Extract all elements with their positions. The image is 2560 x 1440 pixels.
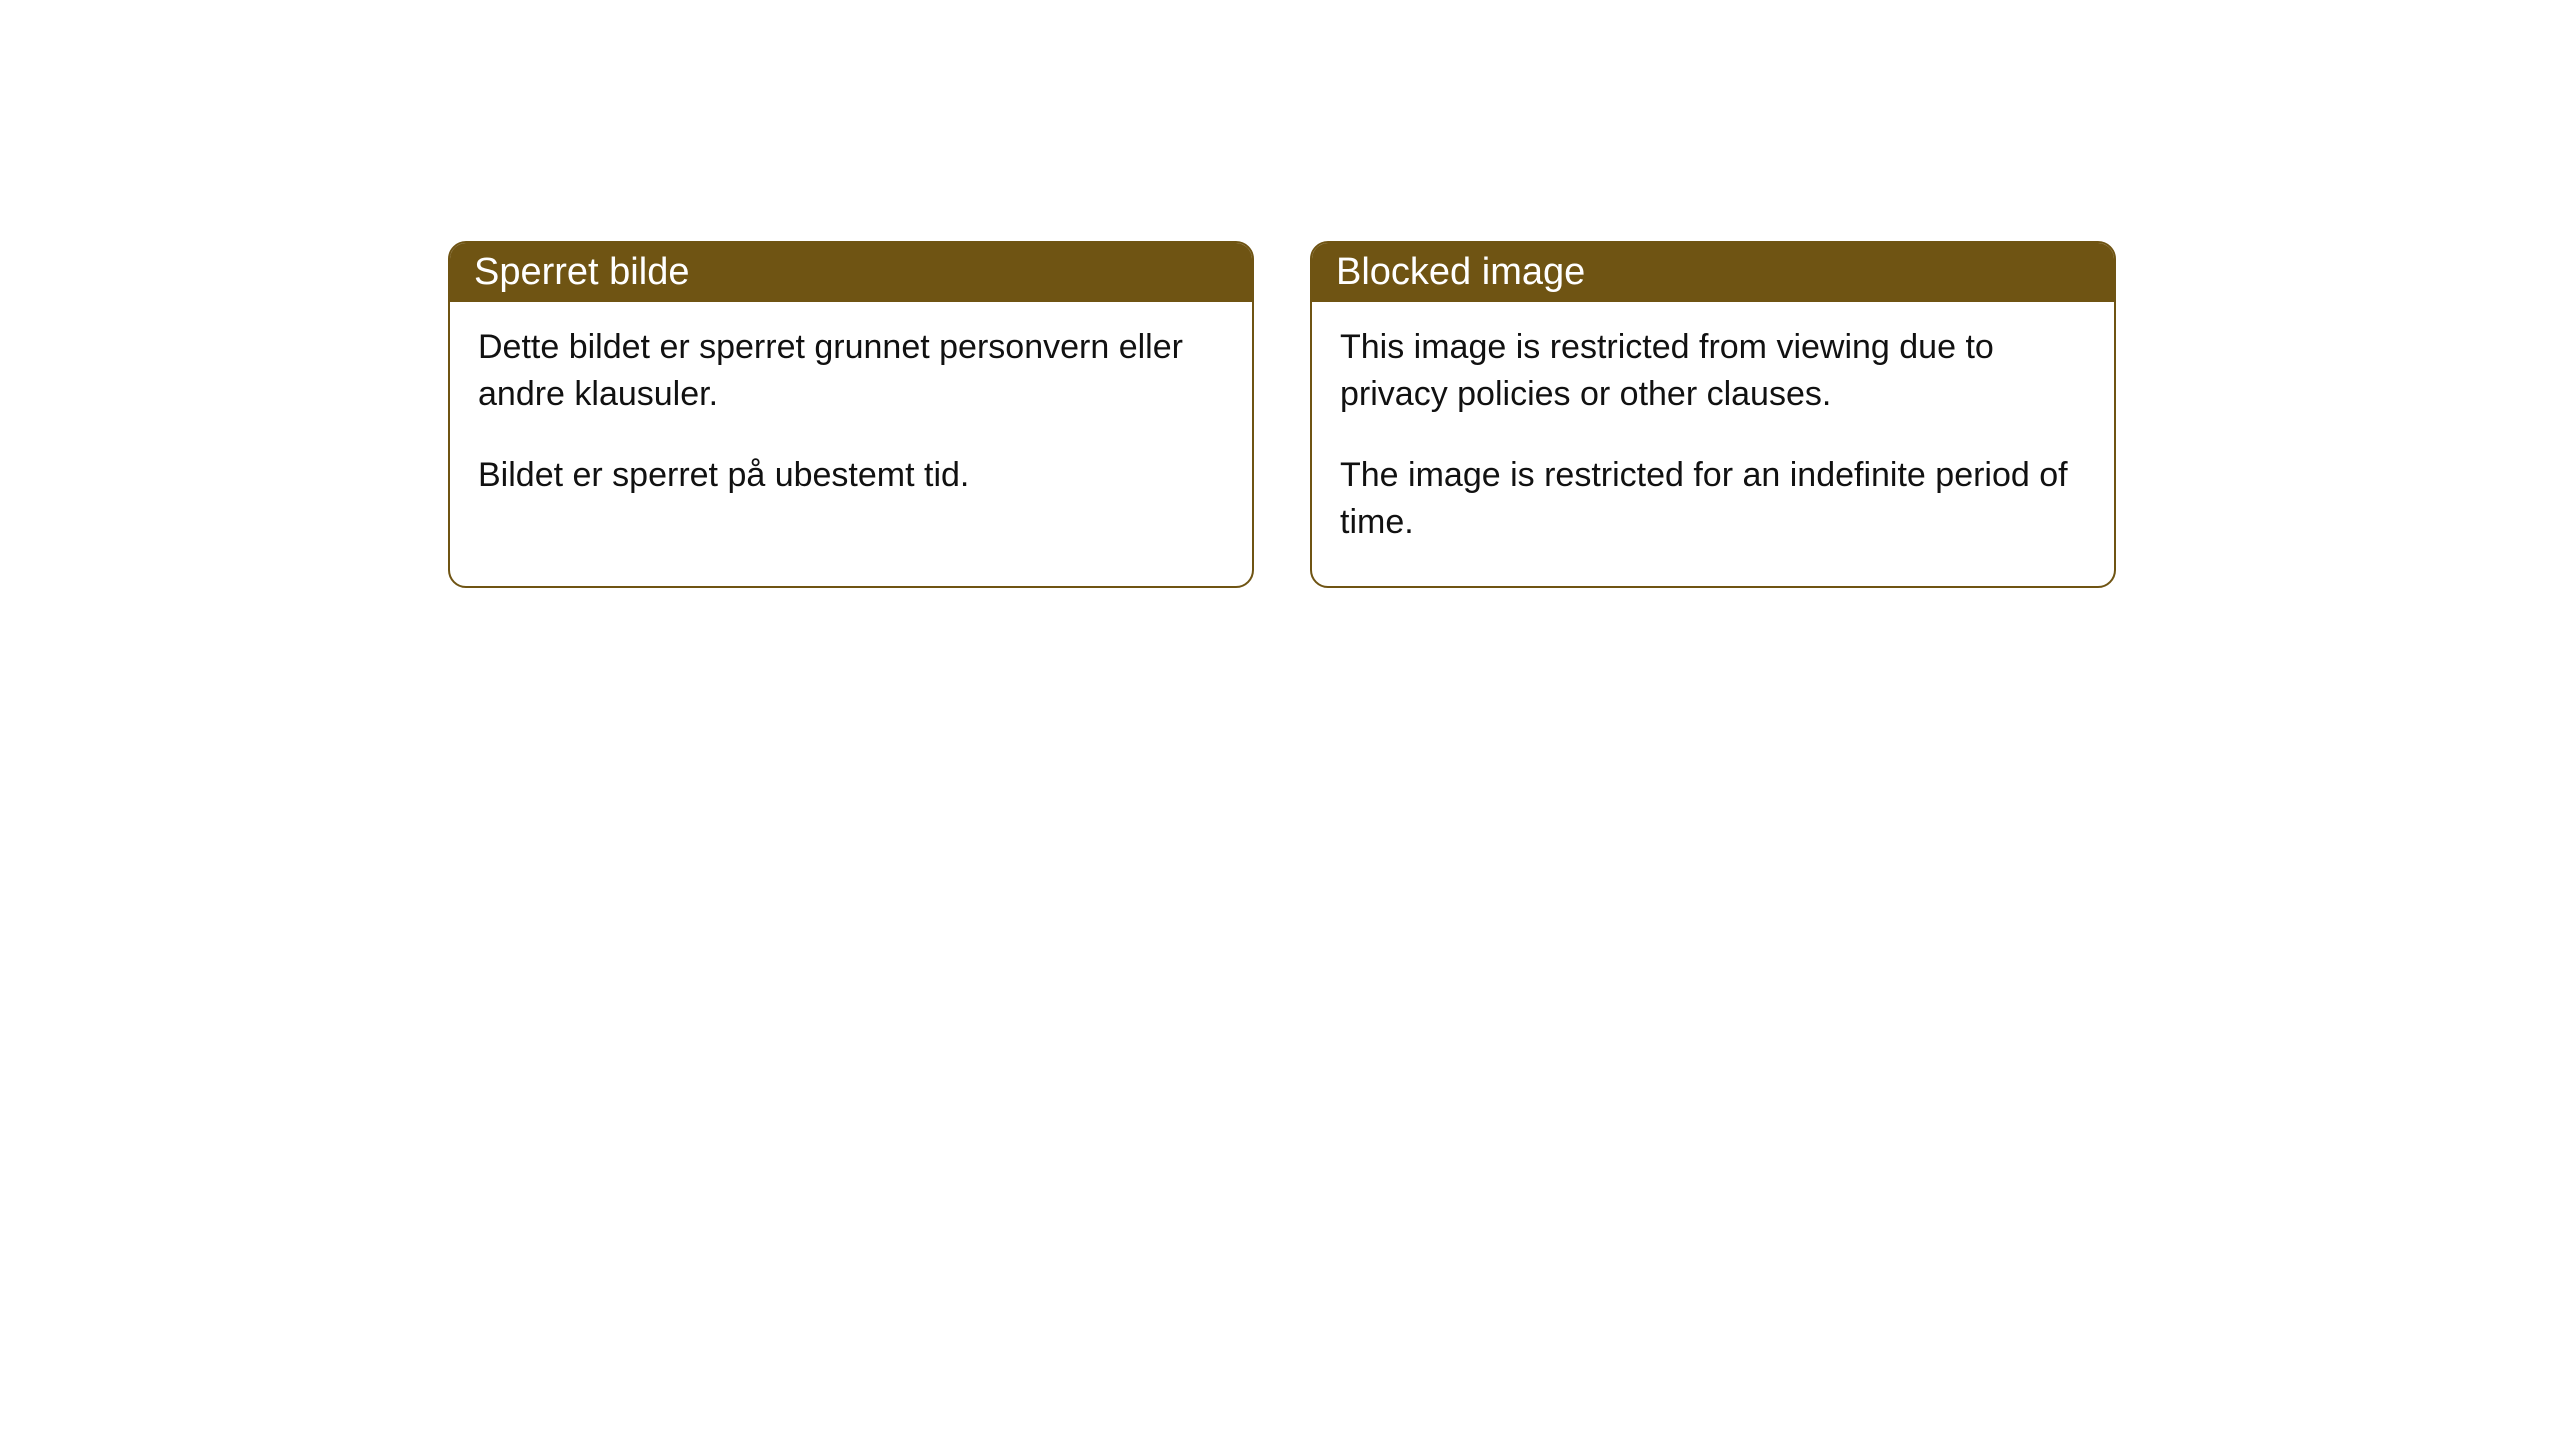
card-paragraph: The image is restricted for an indefinit… (1340, 452, 2086, 546)
card-body: This image is restricted from viewing du… (1312, 302, 2114, 586)
notice-card-norwegian: Sperret bilde Dette bildet er sperret gr… (448, 241, 1254, 588)
card-header: Sperret bilde (450, 243, 1252, 302)
card-body: Dette bildet er sperret grunnet personve… (450, 302, 1252, 539)
card-title: Sperret bilde (474, 251, 689, 293)
card-title: Blocked image (1336, 251, 1585, 293)
card-paragraph: Dette bildet er sperret grunnet personve… (478, 324, 1224, 418)
card-paragraph: Bildet er sperret på ubestemt tid. (478, 452, 1224, 499)
notice-cards-container: Sperret bilde Dette bildet er sperret gr… (448, 241, 2116, 588)
notice-card-english: Blocked image This image is restricted f… (1310, 241, 2116, 588)
card-header: Blocked image (1312, 243, 2114, 302)
card-paragraph: This image is restricted from viewing du… (1340, 324, 2086, 418)
